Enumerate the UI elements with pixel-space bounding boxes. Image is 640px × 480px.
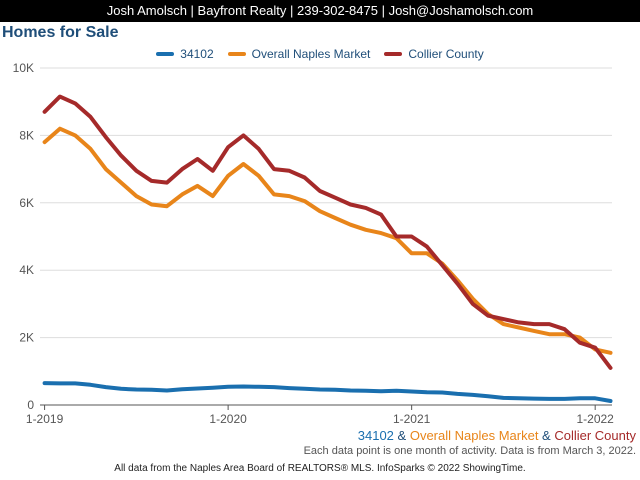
x-tick-label: 1-2019 (26, 412, 64, 426)
page-title: Homes for Sale (2, 24, 119, 41)
caption-collier: Collier County (554, 428, 636, 443)
contact-header: Josh Amolsch | Bayfront Realty | 239-302… (0, 0, 640, 22)
chart-legend: 34102 Overall Naples Market Collier Coun… (0, 45, 640, 63)
series-line-2 (42, 94, 613, 370)
y-tick-label: 6K (19, 196, 34, 210)
y-tick-label: 2K (19, 331, 34, 345)
caption-amp-1: & (393, 428, 410, 443)
legend-swatch-34102 (156, 52, 175, 56)
y-tick-label: 4K (19, 263, 34, 277)
series-caption: 34102 & Overall Naples Market & Collier … (358, 428, 636, 443)
x-tick-label: 1-2021 (393, 412, 431, 426)
y-tick-label: 0 (27, 398, 34, 412)
legend-label-naples: Overall Naples Market (251, 47, 371, 61)
caption-naples: Overall Naples Market (409, 428, 539, 443)
legend-label-34102: 34102 (180, 47, 214, 61)
series-line-0 (42, 381, 613, 403)
legend-swatch-naples (227, 52, 246, 56)
legend-item-naples[interactable]: Overall Naples Market (227, 45, 371, 63)
legend-label-collier: Collier County (408, 47, 484, 61)
data-note: Each data point is one month of activity… (303, 445, 636, 457)
footer-credit: All data from the Naples Area Board of R… (114, 463, 526, 474)
legend-swatch-collier (384, 52, 403, 56)
series-line-1 (42, 126, 613, 355)
contact-text: Josh Amolsch | Bayfront Realty | 239-302… (106, 3, 534, 18)
legend-item-34102[interactable]: 34102 (156, 45, 214, 63)
legend-item-collier[interactable]: Collier County (384, 45, 484, 63)
caption-amp-2: & (538, 428, 555, 443)
caption-34102: 34102 (357, 428, 394, 443)
x-tick-label: 1-2022 (576, 412, 614, 426)
y-tick-label: 8K (19, 128, 34, 142)
x-tick-label: 1-2020 (209, 412, 247, 426)
y-tick-label: 10K (13, 61, 34, 75)
